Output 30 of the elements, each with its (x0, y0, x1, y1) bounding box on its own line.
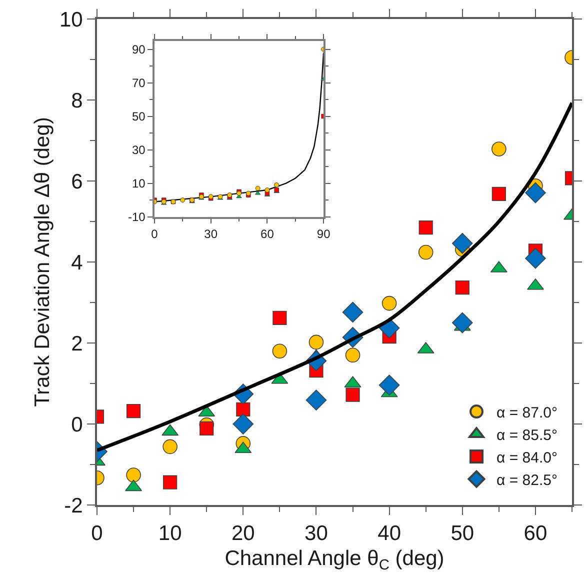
legend-label: α = 84.0° (496, 449, 558, 466)
y-tick-label: 10 (59, 8, 83, 32)
x-tick-label: 0 (151, 226, 158, 241)
x-tick-label: 60 (524, 522, 548, 546)
x-tick-label: 20 (231, 522, 255, 546)
x-tick-label: 0 (91, 522, 103, 546)
y-tick-label: 50 (132, 109, 146, 124)
y-tick-label: 70 (132, 76, 146, 90)
x-tick-label: 90 (316, 226, 331, 241)
y-tick-label: 0 (71, 413, 83, 436)
y-tick-label: 30 (132, 142, 146, 157)
x-tick-label: 30 (304, 522, 328, 546)
legend-label: α = 82.5° (496, 472, 558, 489)
y-tick-label: 2 (71, 332, 83, 356)
x-axis-title: Channel Angle θ$_{C}$ (deg) (224, 546, 444, 574)
x-tick-label: 50 (450, 522, 474, 546)
y-tick-label: 8 (71, 89, 83, 112)
y-tick-label: -2 (64, 494, 83, 518)
x-tick-label: 40 (378, 522, 401, 546)
legend-label: α = 85.5° (496, 426, 558, 444)
y-tick-label: 6 (71, 170, 83, 194)
y-tick-label: -10 (128, 210, 146, 224)
y-tick-label: 90 (132, 42, 146, 56)
x-tick-label: 10 (158, 522, 182, 546)
x-tick-label: 30 (204, 226, 218, 241)
y-axis-title: Track Deviation Angle Δθ (deg) (31, 117, 54, 407)
y-tick-label: 4 (71, 251, 84, 274)
x-tick-label: 60 (260, 226, 274, 241)
legend-label: α = 87.0° (496, 404, 558, 422)
y-tick-label: 10 (132, 176, 146, 190)
